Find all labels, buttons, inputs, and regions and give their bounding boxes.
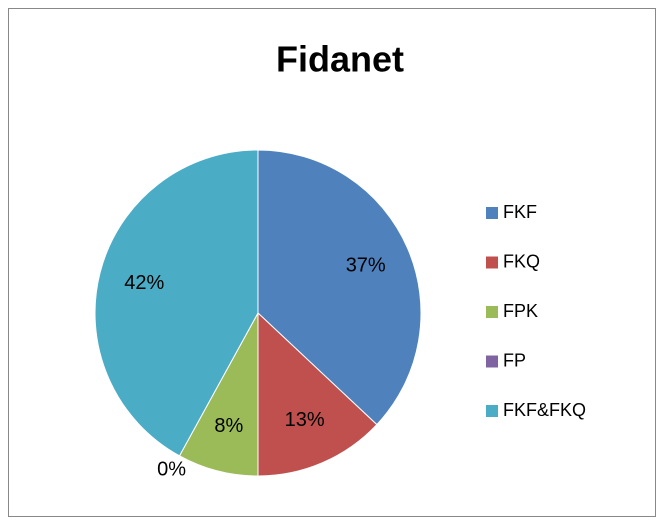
data-label: 13% xyxy=(285,409,325,431)
legend-swatch xyxy=(486,306,498,318)
legend-swatch xyxy=(486,405,498,417)
legend-swatch xyxy=(486,256,498,269)
pie-slice xyxy=(257,311,378,477)
chart-title: Fidanet xyxy=(276,39,404,80)
data-label: 8% xyxy=(214,415,243,437)
data-label: 37% xyxy=(346,255,386,277)
pie-slice xyxy=(94,149,259,457)
legend-label: FKQ xyxy=(503,251,540,271)
legend-label: FKF xyxy=(503,202,537,222)
legend-label: FKF&FKQ xyxy=(503,400,586,420)
data-label: 0% xyxy=(157,458,186,480)
legend-swatch xyxy=(486,207,498,219)
legend-swatch xyxy=(486,355,498,368)
legend-label: FP xyxy=(503,350,526,370)
data-label: 42% xyxy=(124,272,164,294)
legend-label: FPK xyxy=(503,301,538,321)
pie-slice xyxy=(257,149,422,426)
